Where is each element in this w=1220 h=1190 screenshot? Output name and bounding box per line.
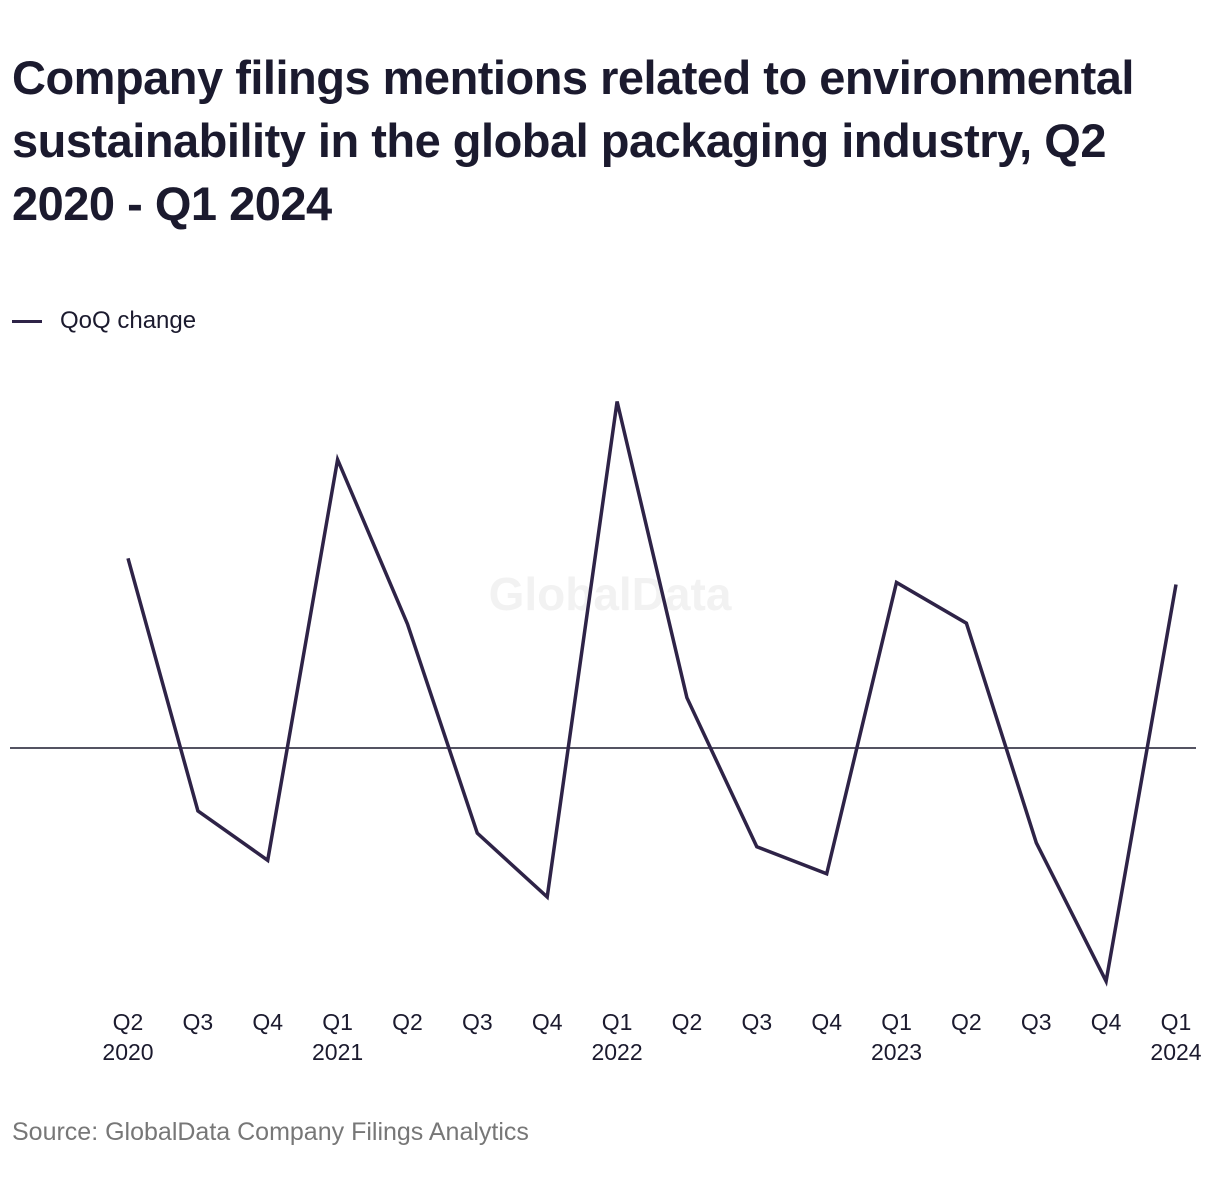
x-tick-label: Q3 (1021, 1009, 1052, 1035)
legend: QoQ change (12, 306, 196, 336)
chart-title: Company filings mentions related to envi… (12, 46, 1212, 235)
x-tick-label: Q1 (881, 1009, 912, 1035)
source-note: Source: GlobalData Company Filings Analy… (12, 1118, 529, 1147)
x-tick-label: Q2 (113, 1009, 144, 1035)
x-tick-label: Q2 (951, 1009, 982, 1035)
x-tick-label: Q3 (462, 1009, 493, 1035)
x-tick-year-label: 2020 (102, 1039, 153, 1065)
x-axis-ticks: Q2 2020 Q3 Q4 Q1 2021 Q2 Q3 Q4 Q1 2022 Q2 Q3 Q4 Q1 2023… (102, 1009, 1201, 1065)
series-layer (128, 401, 1176, 981)
x-tick-label: Q4 (1091, 1009, 1122, 1035)
x-tick-label: Q1 (322, 1009, 353, 1035)
x-tick-label: Q2 (392, 1009, 423, 1035)
x-tick-year-label: 2024 (1150, 1039, 1201, 1065)
x-tick-year-label: 2023 (871, 1039, 922, 1065)
x-tick-label: Q1 (1161, 1009, 1192, 1035)
x-tick-label: Q1 (602, 1009, 633, 1035)
x-tick-label: Q3 (183, 1009, 214, 1035)
legend-swatch (12, 320, 42, 323)
line-chart: GlobalData Q22020Q3Q4Q12021Q2Q3Q4Q12022Q… (0, 340, 1220, 1080)
x-tick-label: Q4 (532, 1009, 563, 1035)
x-tick-year-label: 2022 (591, 1039, 642, 1065)
x-tick-year-label: 2021 (312, 1039, 363, 1065)
legend-label: QoQ change (60, 307, 196, 335)
x-tick-label: Q4 (252, 1009, 283, 1035)
x-tick-label: Q4 (811, 1009, 842, 1035)
series-line-0 (128, 402, 1176, 982)
watermark: GlobalData (489, 568, 732, 620)
x-tick-label: Q3 (741, 1009, 772, 1035)
x-tick-label: Q2 (672, 1009, 703, 1035)
